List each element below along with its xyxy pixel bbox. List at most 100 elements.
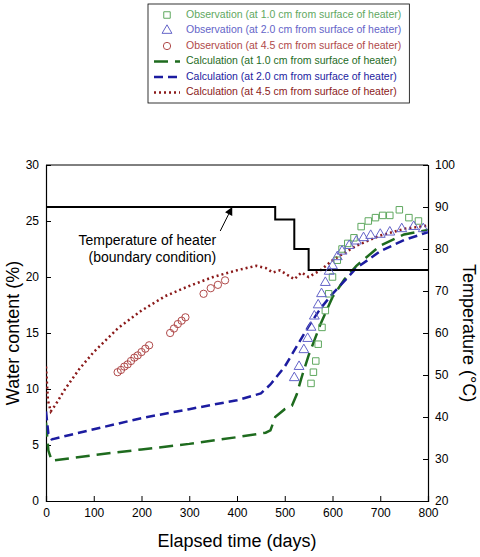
data-point <box>308 380 314 386</box>
legend-label: Calculation (at 1.0 cm from surface of h… <box>186 54 397 66</box>
legend-symbol <box>162 25 172 34</box>
tick-label: 15 <box>26 326 40 340</box>
legend-line <box>154 91 180 94</box>
data-point <box>313 358 319 364</box>
tick-mark <box>237 496 238 501</box>
tick-label: 300 <box>180 506 200 520</box>
tick-mark <box>94 496 95 501</box>
chart-svg: 0100200300400500600700800051015202530203… <box>0 0 480 557</box>
tick-mark <box>423 291 428 292</box>
data-point <box>166 329 173 336</box>
legend-label: Calculation (at 2.0 cm from surface of h… <box>186 70 397 82</box>
data-point <box>324 266 334 275</box>
tick-label: 90 <box>435 200 449 214</box>
data-point <box>385 227 395 236</box>
tick-mark <box>423 501 428 502</box>
legend-line <box>154 76 180 79</box>
y2-axis: 20 30 40 50 60 70 80 90 100 <box>423 158 455 508</box>
annotation-text: Temperature of heater <box>78 232 216 248</box>
y-axis: 0 5 10 15 20 25 30 <box>26 158 51 508</box>
frame-top <box>46 165 428 166</box>
tick-label: 30 <box>435 452 449 466</box>
tick-label: 100 <box>435 158 455 172</box>
tick-label: 30 <box>26 158 40 172</box>
legend-symbol <box>163 42 170 49</box>
tick-mark <box>46 165 51 166</box>
tick-label: 10 <box>26 382 40 396</box>
tick-mark <box>46 277 51 278</box>
tick-mark <box>423 207 428 208</box>
data-point <box>319 324 325 330</box>
data-point <box>145 342 152 349</box>
tick-mark <box>46 221 51 222</box>
data-point <box>182 314 189 321</box>
data-point <box>418 223 428 232</box>
series-line <box>46 232 428 439</box>
tick: 30 <box>423 452 449 466</box>
legend-label: Calculation (at 4.5 cm from surface of h… <box>186 85 397 97</box>
data-point <box>303 333 313 342</box>
tick: 40 <box>423 410 449 424</box>
tick-mark <box>46 501 51 502</box>
tick: 90 <box>423 200 449 214</box>
data-point <box>415 218 421 224</box>
legend-line <box>154 60 180 63</box>
tick: 50 <box>423 368 449 382</box>
legend: Observation (at 1.0 cm from surface of h… <box>148 4 409 103</box>
tick-mark <box>423 249 428 250</box>
legend-label: Observation (at 4.5 cm from surface of h… <box>186 39 401 51</box>
tick-label: 400 <box>227 506 247 520</box>
tick-mark <box>285 496 286 501</box>
tick: 80 <box>423 242 449 256</box>
tick: 700 <box>371 496 391 520</box>
annotation-arrow <box>220 207 232 231</box>
tick-label: 200 <box>132 506 152 520</box>
data-point <box>366 230 376 239</box>
data-point <box>379 212 385 218</box>
series-line <box>46 225 428 411</box>
arrow-head <box>225 207 232 216</box>
data-point <box>200 290 207 297</box>
tick: 400 <box>227 496 247 520</box>
data-point <box>313 299 323 308</box>
tick-label: 20 <box>435 494 449 508</box>
chart-container: 0100200300400500600700800051015202530203… <box>0 0 480 557</box>
tick-mark <box>142 496 143 501</box>
tick: 30 <box>26 158 51 172</box>
tick-label: 80 <box>435 242 449 256</box>
data-point <box>328 260 338 269</box>
tick-label: 700 <box>371 506 391 520</box>
data-point <box>406 214 412 220</box>
tick-label: 60 <box>435 326 449 340</box>
tick: 25 <box>26 214 51 228</box>
tick-label: 25 <box>26 214 40 228</box>
data-point <box>387 212 393 218</box>
tick-label: 5 <box>32 438 39 452</box>
legend-label: Observation (at 2.0 cm from surface of h… <box>186 23 401 35</box>
legend-symbol <box>164 12 170 18</box>
data-point <box>306 322 316 331</box>
data-point <box>320 277 330 286</box>
axis-line <box>423 166 429 502</box>
tick-mark <box>333 496 334 501</box>
data-point <box>289 372 299 381</box>
data-point <box>397 223 407 232</box>
tick: 300 <box>180 496 200 520</box>
tick: 20 <box>26 270 51 284</box>
data-point <box>375 229 385 238</box>
tick: 0 <box>32 494 51 508</box>
arrow-shaft <box>220 214 228 231</box>
tick-mark <box>423 459 428 460</box>
legend-box <box>148 4 409 103</box>
x-axis-title: Elapsed time (days) <box>157 531 316 551</box>
tick: 70 <box>423 284 449 298</box>
tick-mark <box>423 375 428 376</box>
legend-label: Observation (at 1.0 cm from surface of h… <box>186 8 401 20</box>
data-point <box>207 285 214 292</box>
tick-label: 0 <box>32 494 39 508</box>
data-point <box>170 325 177 332</box>
data-point <box>396 207 402 213</box>
data-point <box>351 235 361 244</box>
data-point <box>309 311 319 320</box>
tick-mark <box>423 417 428 418</box>
